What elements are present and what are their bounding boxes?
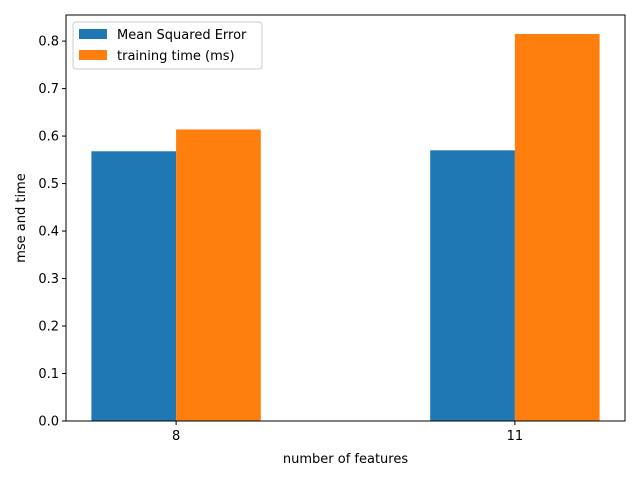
legend: Mean Squared Error training time (ms) [72, 21, 263, 70]
y-tick-label: 0.1 [38, 367, 59, 382]
y-tick-label: 0.3 [38, 272, 59, 287]
x-tick-label: 11 [507, 429, 524, 444]
y-tick-label: 0.0 [38, 415, 59, 430]
x-tick-label: 8 [172, 429, 180, 444]
y-tick-label: 0.6 [38, 130, 59, 145]
plot-frame [65, 14, 626, 422]
y-axis: 0.0 0.1 0.2 0.3 0.4 0.5 0.6 0.7 0.8 [38, 35, 66, 430]
legend-swatch-1 [79, 50, 107, 60]
bar-0-0 [91, 151, 177, 421]
y-axis-label: mse and time [14, 173, 29, 263]
y-tick-label: 0.2 [38, 320, 59, 335]
bar-0-1 [430, 150, 515, 421]
bars-group [91, 33, 600, 422]
bar-1-0 [176, 129, 261, 421]
y-tick-label: 0.5 [38, 177, 59, 192]
legend-label-1: training time (ms) [117, 49, 235, 64]
y-tick-label: 0.7 [38, 82, 59, 97]
bar-1-1 [514, 33, 600, 422]
y-tick-label: 0.4 [38, 225, 59, 240]
legend-box [72, 21, 263, 70]
x-axis-label: number of features [283, 452, 408, 467]
x-axis: 8 11 [172, 421, 523, 444]
legend-label-0: Mean Squared Error [117, 28, 247, 43]
legend-swatch-0 [79, 29, 107, 39]
y-tick-label: 0.8 [38, 35, 59, 50]
